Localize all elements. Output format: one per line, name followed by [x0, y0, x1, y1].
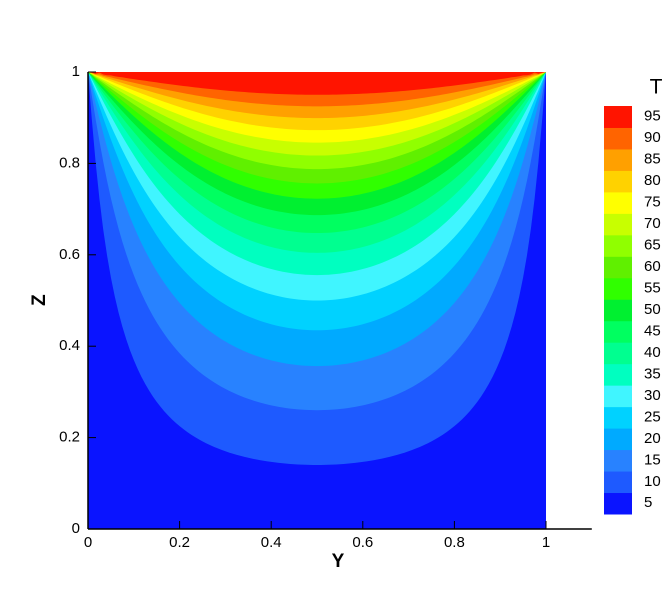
- legend-label: 55: [644, 279, 661, 296]
- x-tick-label: 0.4: [261, 534, 282, 551]
- y-tick-label: 0.2: [59, 429, 80, 446]
- legend-swatch: [604, 449, 632, 472]
- x-axis-label: Y: [332, 551, 345, 572]
- x-tick-label: 0.2: [169, 534, 190, 551]
- legend-swatch: [604, 363, 632, 386]
- legend-label: 85: [644, 151, 661, 168]
- legend-label: 80: [644, 172, 661, 189]
- legend-label: 95: [644, 108, 661, 125]
- legend-label: 75: [644, 194, 661, 211]
- legend-swatch: [604, 127, 632, 150]
- legend-label: 40: [644, 344, 661, 361]
- legend-swatch: [604, 213, 632, 236]
- legend-label: 25: [644, 408, 661, 425]
- legend-label: 30: [644, 387, 661, 404]
- legend-label: 15: [644, 451, 661, 468]
- legend-label: 90: [644, 129, 661, 146]
- legend-swatch: [604, 277, 632, 300]
- legend-swatch: [604, 299, 632, 322]
- legend-swatch: [604, 170, 632, 193]
- legend-label: 45: [644, 322, 661, 339]
- contour-region: [88, 72, 546, 95]
- legend-label: 20: [644, 430, 661, 447]
- legend-label: 10: [644, 473, 661, 490]
- y-tick-label: 0.4: [59, 337, 80, 354]
- legend-label: 50: [644, 301, 661, 318]
- legend-swatch: [604, 385, 632, 408]
- y-tick-label: 0.6: [59, 246, 80, 263]
- legend-swatch: [604, 234, 632, 257]
- legend-swatch: [604, 471, 632, 494]
- legend-swatch: [604, 428, 632, 451]
- legend-label: 35: [644, 365, 661, 382]
- x-tick-label: 0.6: [352, 534, 373, 551]
- x-tick-label: 1: [542, 534, 550, 551]
- legend-swatch: [604, 492, 632, 515]
- x-tick-label: 0: [84, 534, 92, 551]
- x-tick-label: 0.8: [444, 534, 465, 551]
- legend-label: 60: [644, 258, 661, 275]
- legend-label: 70: [644, 215, 661, 232]
- legend-swatch: [604, 148, 632, 171]
- legend-swatch: [604, 191, 632, 214]
- legend-swatch: [604, 320, 632, 343]
- legend-label: 65: [644, 237, 661, 254]
- y-axis-label: Z: [29, 294, 50, 306]
- legend-swatch: [604, 342, 632, 365]
- y-tick-label: 1: [72, 63, 80, 80]
- legend-swatch: [604, 256, 632, 279]
- legend-swatch: [604, 106, 632, 128]
- legend-label: 5: [644, 494, 652, 511]
- legend-title: T: [650, 76, 663, 99]
- y-tick-label: 0.8: [59, 154, 80, 171]
- legend-swatch: [604, 406, 632, 429]
- y-tick-label: 0: [72, 520, 80, 537]
